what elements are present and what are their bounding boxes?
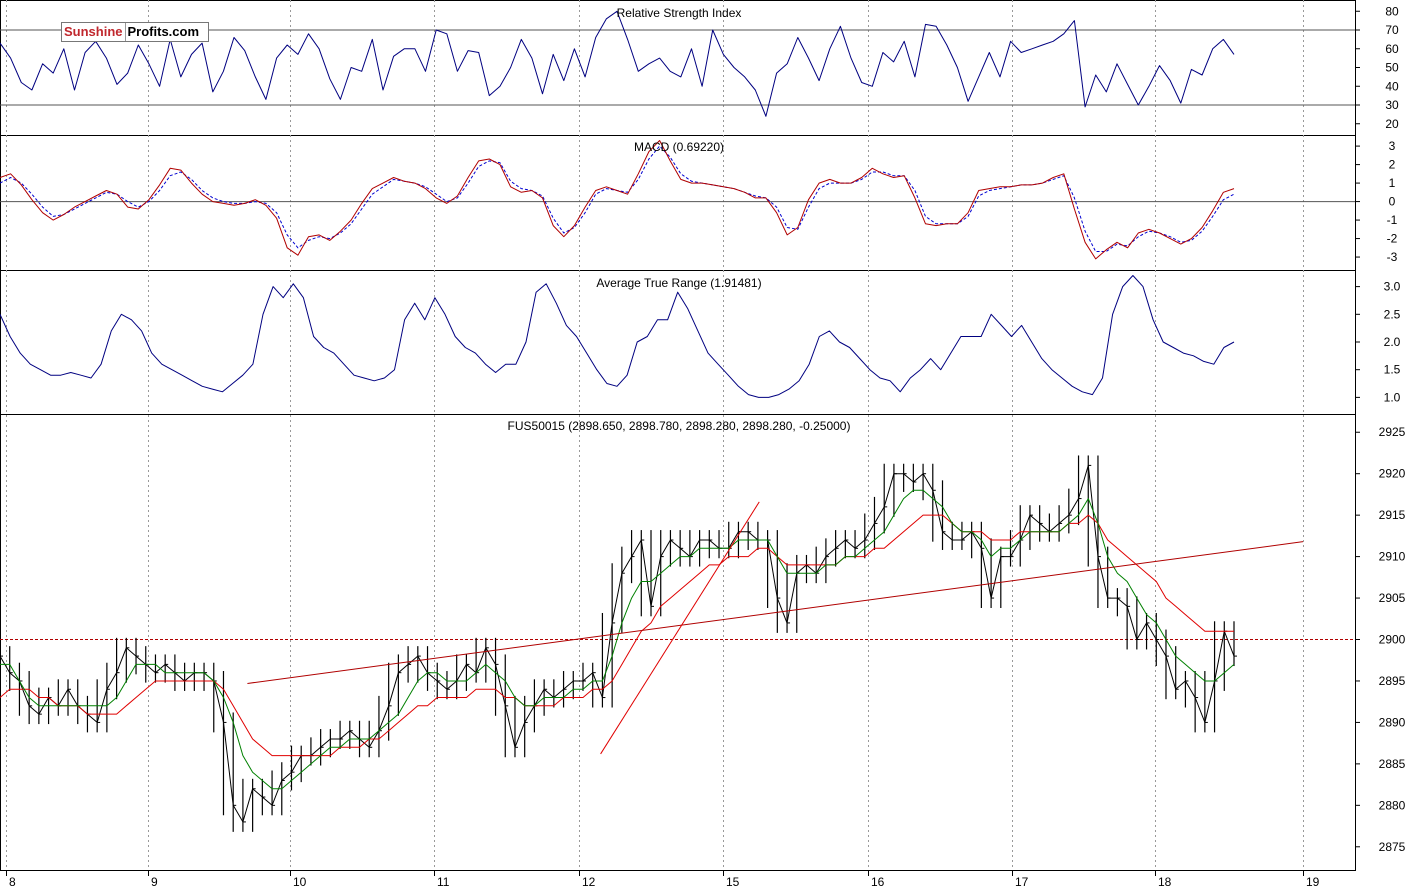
logo-brand-suffix: Profits.com xyxy=(124,23,202,41)
y-tick-label: 1.0 xyxy=(1384,390,1401,404)
y-tick-label: 2915 xyxy=(1379,508,1406,522)
y-tick-label: -3 xyxy=(1387,250,1398,264)
y-tick-label: -2 xyxy=(1387,232,1398,246)
y-tick-label: 2885 xyxy=(1379,757,1406,771)
y-tick-label: 2 xyxy=(1389,158,1396,172)
panels: 20 30 40 50 60 70 80 3 2 1 0 -1 -2 -3 1.0 1.5 2.0 2.5 3.0 2… xyxy=(0,4,1406,854)
y-tick-label: 80 xyxy=(1385,4,1399,18)
y-tick-label: 40 xyxy=(1385,79,1399,93)
x-tick-label: 12 xyxy=(582,875,596,889)
macd-signal-line xyxy=(0,145,1235,252)
y-tick-label: 50 xyxy=(1385,61,1399,75)
y-tick-label: 2925 xyxy=(1379,425,1406,439)
y-tick-label: 2910 xyxy=(1379,550,1406,564)
moving-average-short xyxy=(0,489,1235,790)
y-tick-label: 2920 xyxy=(1379,467,1406,481)
logo-brand: Sunshine xyxy=(62,23,125,41)
y-tick-label: 60 xyxy=(1385,42,1399,56)
x-tick-label: 10 xyxy=(293,875,307,889)
x-tick-label: 11 xyxy=(437,875,450,889)
y-tick-label: 2900 xyxy=(1379,633,1406,647)
macd-line xyxy=(0,140,1235,260)
x-tick-label: 17 xyxy=(1015,875,1029,889)
x-tick-label: 9 xyxy=(151,875,158,889)
y-tick-label: 2895 xyxy=(1379,674,1406,688)
y-tick-label: 2875 xyxy=(1379,840,1406,854)
price-title: FUS50015 (2898.650, 2898.780, 2898.280, … xyxy=(508,419,851,433)
y-tick-label: 3 xyxy=(1389,139,1396,153)
y-tick-label: 70 xyxy=(1385,23,1399,37)
y-tick-label: 2.5 xyxy=(1384,307,1401,321)
x-tick-label: 8 xyxy=(9,875,16,889)
y-tick-label: 2890 xyxy=(1379,715,1406,729)
y-tick-label: 2880 xyxy=(1379,798,1406,812)
x-tick-label: 18 xyxy=(1158,875,1172,889)
x-tick-label: 15 xyxy=(726,875,740,889)
trendline xyxy=(247,541,1304,684)
y-tick-label: 30 xyxy=(1385,98,1399,112)
y-tick-label: 3.0 xyxy=(1384,280,1401,294)
y-tick-label: -1 xyxy=(1387,213,1398,227)
y-tick-label: 1 xyxy=(1389,176,1396,190)
x-tick-label: 19 xyxy=(1306,875,1320,889)
y-tick-label: 1.5 xyxy=(1384,363,1401,377)
x-axis: 8 9 10 11 12 15 16 17 18 19 xyxy=(6,870,1320,889)
atr-title: Average True Range (1.91481) xyxy=(596,276,761,290)
macd-title: MACD (0.69220) xyxy=(634,140,724,154)
trendline xyxy=(600,501,760,755)
rsi-line xyxy=(0,10,1235,117)
y-tick-label: 2905 xyxy=(1379,591,1406,605)
sunshine-profits-logo: Sunshine Profits.com xyxy=(61,22,209,42)
moving-average-long xyxy=(0,514,1234,757)
y-tick-label: 2.0 xyxy=(1384,335,1401,349)
y-tick-label: 0 xyxy=(1389,195,1396,209)
grid xyxy=(0,0,1356,871)
x-tick-label: 16 xyxy=(871,875,885,889)
y-tick-label: 20 xyxy=(1385,117,1399,131)
plot-frame xyxy=(0,0,1356,871)
atr-line xyxy=(0,275,1235,398)
rsi-title: Relative Strength Index xyxy=(617,6,742,20)
